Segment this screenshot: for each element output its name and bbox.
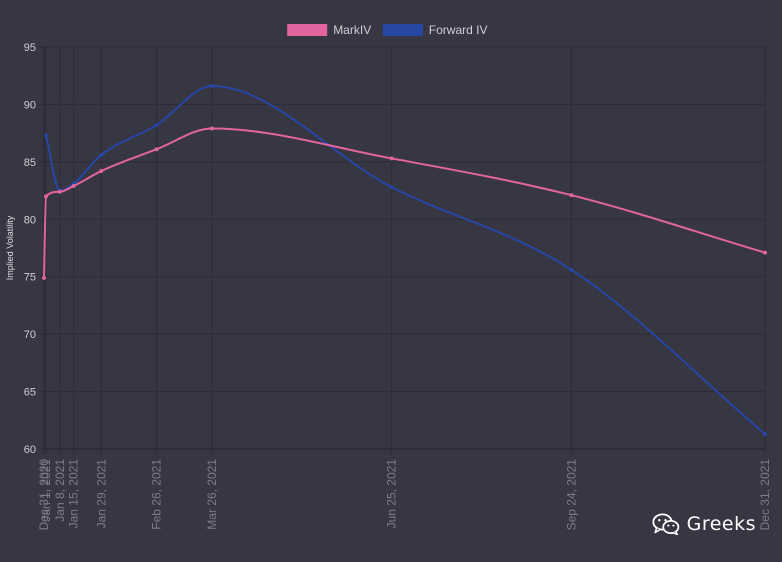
data-point-markiv: [58, 190, 62, 194]
y-axis-title: Implied Volatility: [5, 215, 15, 280]
y-tick-label: 85: [24, 157, 36, 169]
legend-swatch-forward-iv: [383, 24, 423, 36]
wechat-icon: [652, 513, 680, 535]
x-tick-label: Mar 26, 2021: [205, 459, 219, 530]
series-line-forward-iv: [46, 86, 765, 434]
x-tick-label: Feb 26, 2021: [150, 459, 164, 530]
data-point-forward-iv: [99, 153, 103, 157]
data-point-forward-iv: [390, 185, 394, 189]
y-tick-label: 90: [24, 99, 36, 111]
data-point-forward-iv: [44, 133, 48, 137]
data-point-markiv: [569, 193, 573, 197]
y-tick-label: 70: [24, 329, 36, 341]
x-tick-label: Jan 8, 2021: [53, 459, 67, 522]
data-point-markiv: [42, 276, 46, 280]
data-point-markiv: [44, 194, 48, 198]
x-tick-label: Jan 29, 2021: [94, 459, 108, 529]
y-tick-label: 60: [24, 444, 36, 456]
data-point-markiv: [210, 127, 214, 131]
legend-label-forward-iv: Forward IV: [429, 23, 488, 37]
watermark: Greeks: [652, 513, 756, 535]
x-tick-label: Dec 31, 2021: [758, 459, 772, 531]
data-point-markiv: [72, 184, 76, 188]
y-tick-label: 80: [24, 214, 36, 226]
legend-label-markiv: MarkIV: [333, 23, 371, 37]
x-tick-label: Sep 24, 2021: [564, 459, 578, 531]
y-tick-label: 95: [24, 42, 36, 54]
x-tick-label: Jan 1, 2021: [39, 459, 53, 522]
data-point-forward-iv: [155, 123, 159, 127]
data-point-markiv: [99, 169, 103, 173]
x-tick-label: Jan 15, 2021: [67, 459, 81, 529]
data-point-forward-iv: [763, 432, 767, 436]
watermark-text: Greeks: [687, 513, 756, 535]
y-tick-label: 65: [24, 387, 36, 399]
data-point-markiv: [155, 147, 159, 151]
legend-swatch-markiv: [287, 24, 327, 36]
data-point-forward-iv: [210, 84, 214, 88]
data-point-markiv: [763, 251, 767, 255]
x-tick-label: Jun 25, 2021: [385, 459, 399, 529]
data-point-forward-iv: [569, 268, 573, 272]
series-line-markiv: [44, 129, 765, 278]
y-tick-label: 75: [24, 272, 36, 284]
data-point-markiv: [390, 156, 394, 160]
